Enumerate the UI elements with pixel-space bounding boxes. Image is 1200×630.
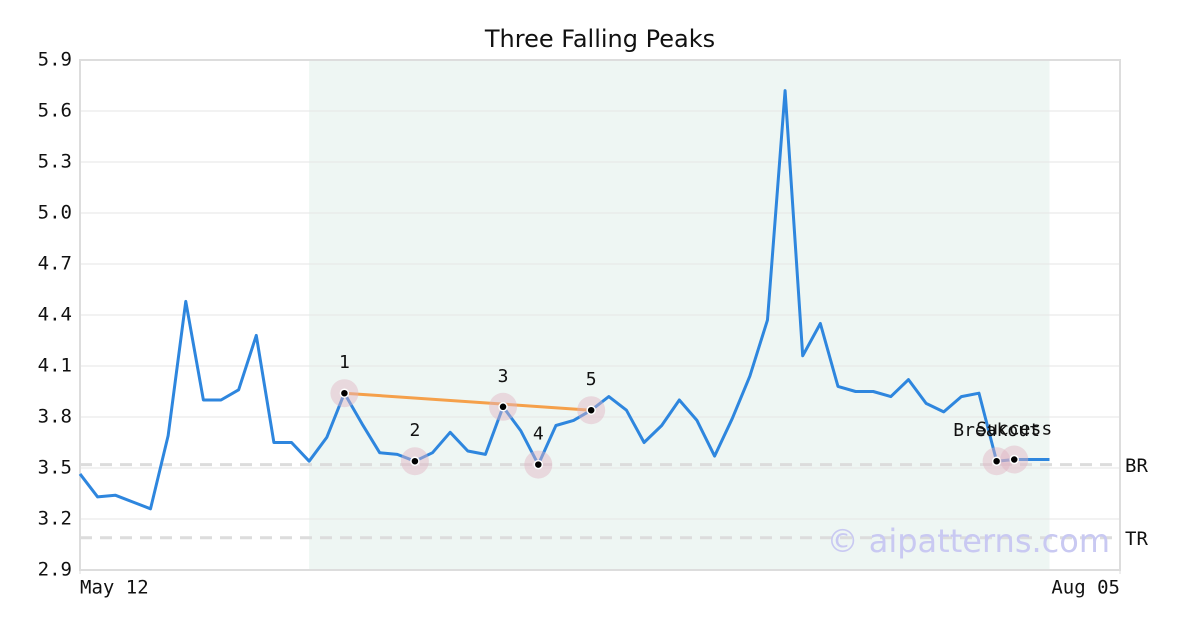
x-tick-label: May 12 [80,577,149,599]
pattern-point [991,456,1002,466]
y-tick-label: 4.1 [38,355,72,377]
trendline [344,391,592,412]
reference-label: BR [1125,455,1148,477]
pattern-point [533,459,544,470]
reference-label: TR [1125,528,1148,550]
y-tick-label: 3.8 [38,406,72,428]
pattern-point-label: 3 [498,366,509,387]
y-tick-label: 5.9 [38,49,72,71]
chart-title: Three Falling Peaks [484,25,715,53]
plot-frame [79,59,1121,571]
pattern-point [586,405,596,415]
y-tick-label: 5.3 [38,151,72,173]
pattern-point-label: 4 [533,424,544,445]
pattern-point-label: 1 [339,352,350,373]
pattern-point-label: Breakout [953,420,1040,441]
price-line [78,89,1050,511]
y-tick-label: 5.6 [38,100,72,122]
pattern-point [339,388,350,398]
y-tick-label: 4.7 [38,253,72,275]
y-tick-label: 2.9 [38,559,72,581]
x-tick-label: Aug 05 [1051,577,1120,599]
y-tick-label: 5.0 [38,202,72,224]
pattern-point-label: Success [976,419,1052,440]
pattern-point-label: 2 [409,420,420,441]
pattern-point [1009,454,1019,465]
pattern-point-label: 5 [586,369,597,390]
y-tick-label: 3.2 [38,508,72,530]
y-tick-label: 4.4 [38,304,72,326]
pattern-point [410,456,420,466]
pattern-point [498,402,508,412]
y-tick-label: 3.5 [38,457,72,479]
watermark: © aipatterns.com [827,522,1110,560]
